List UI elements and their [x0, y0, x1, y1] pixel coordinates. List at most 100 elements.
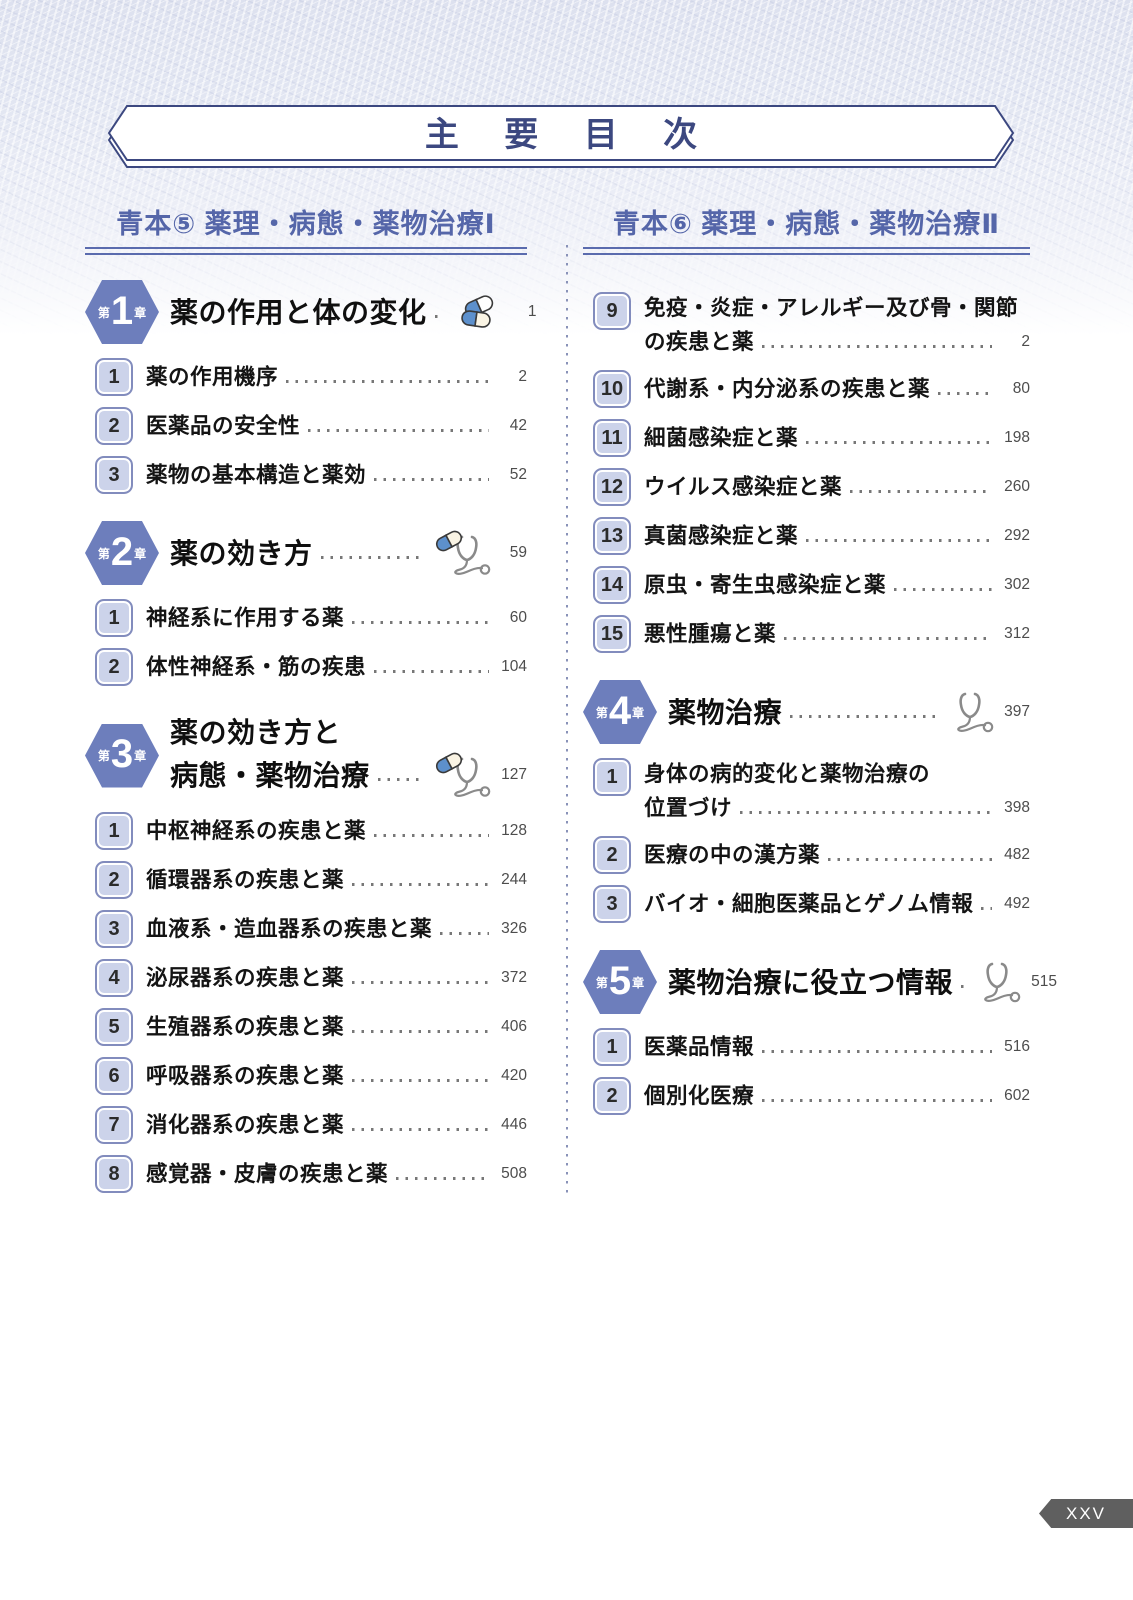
stethoscope-icon [979, 959, 1023, 1005]
item-title-row: 悪性腫瘍と薬 312 [644, 617, 1030, 651]
dot-leader [740, 810, 992, 814]
item-title-row: 医薬品情報 516 [644, 1030, 1030, 1064]
toc-item: 4 泌尿器系の疾患と薬 372 [95, 958, 527, 998]
chapter-heading: 第 3 章薬の効き方と 病態・薬物治療 127 [85, 713, 527, 798]
page-ref: 198 [1004, 429, 1030, 446]
item-body: 代謝系・内分泌系の疾患と薬 80 [644, 372, 1030, 406]
item-body: 感覚器・皮膚の疾患と薬 508 [146, 1157, 527, 1191]
chapter-badge-suffix: 章 [134, 546, 147, 561]
chapter-badge-suffix: 章 [134, 749, 147, 763]
item-title: 血液系・造血器系の疾患と薬 [146, 917, 433, 941]
item-body: 個別化医療 602 [644, 1079, 1030, 1113]
item-number-badge: 2 [95, 648, 133, 686]
item-number: 3 [108, 917, 120, 940]
dot-leader [320, 555, 425, 559]
item-title-row: 泌尿器系の疾患と薬 372 [146, 961, 527, 995]
item-title: 免疫・炎症・アレルギー及び骨・関節 [644, 296, 1019, 320]
item-title-row: 血液系・造血器系の疾患と薬 326 [146, 912, 527, 946]
item-number: 8 [108, 1162, 120, 1185]
chapter-badge-prefix: 第 [595, 975, 608, 990]
toc-item: 11 細菌感染症と薬 198 [593, 418, 1030, 458]
page-ref: 492 [1004, 895, 1030, 912]
item-title-row: 感覚器・皮膚の疾患と薬 508 [146, 1157, 527, 1191]
item-title: 体性神経系・筋の疾患 [146, 655, 367, 679]
chapter-badge-number: 5 [608, 958, 632, 1003]
dot-leader [286, 379, 489, 383]
chapter-heading: 第 1 章薬の作用と体の変化 1 [85, 280, 537, 344]
item-number-badge: 15 [593, 615, 631, 653]
capsule-stethoscope-icon [435, 752, 493, 798]
dot-leader [374, 833, 489, 837]
item-number: 5 [108, 1015, 120, 1038]
toc-item: 3 薬物の基本構造と薬効 52 [95, 455, 527, 495]
item-number-badge: 5 [95, 1008, 133, 1046]
dot-leader [762, 1049, 992, 1053]
page-ref: 260 [1004, 478, 1030, 495]
item-number-badge: 1 [95, 358, 133, 396]
page-ref: 127 [501, 766, 527, 783]
item-number: 2 [108, 655, 120, 678]
toc-item: 1 医薬品情報 516 [593, 1027, 1030, 1067]
page-ref: 59 [509, 544, 527, 561]
page-ref: 406 [501, 1018, 527, 1035]
chapter-title: 薬物治療に役立つ情報 [668, 966, 954, 998]
item-number-badge: 2 [593, 1077, 631, 1115]
page-title: 主 要 目 次 [424, 116, 716, 154]
item-title: 神経系に作用する薬 [146, 606, 345, 630]
chapter-title-row: 薬の作用と体の変化 1 [170, 293, 537, 332]
item-title: 原虫・寄生虫感染症と薬 [644, 573, 887, 597]
dot-leader [352, 882, 489, 886]
toc-item: 12 ウイルス感染症と薬 260 [593, 467, 1030, 507]
column-divider [566, 245, 568, 1197]
chapter-title-row: 薬の効き方と [170, 713, 527, 752]
item-body: 神経系に作用する薬 60 [146, 601, 527, 635]
column-left: 青本⑤ 薬理・病態・薬物治療Ⅰ 第 1 章薬の作用と体の変化 1 1 薬の作用機序 2 2 医薬品… [85, 202, 537, 1203]
item-body: 原虫・寄生虫感染症と薬 302 [644, 568, 1030, 602]
dot-leader [374, 477, 489, 481]
item-number: 10 [600, 377, 624, 400]
item-title-line2: の疾患と薬 [644, 330, 755, 354]
item-title: 呼吸器系の疾患と薬 [146, 1064, 345, 1088]
toc-item: 2 医療の中の漢方薬 482 [593, 835, 1030, 875]
page-ref: 2 [518, 368, 527, 385]
item-body: 悪性腫瘍と薬 312 [644, 617, 1030, 651]
dot-leader [894, 587, 992, 591]
header-double-rule [583, 247, 1030, 255]
item-number-badge: 2 [95, 861, 133, 899]
item-number: 2 [108, 414, 120, 437]
dot-leader [762, 1098, 992, 1102]
item-title-row: 呼吸器系の疾患と薬 420 [146, 1059, 527, 1093]
item-title-row: 循環器系の疾患と薬 244 [146, 863, 527, 897]
toc-item: 3 バイオ・細胞医薬品とゲノム情報 492 [593, 884, 1030, 924]
page-ref: 104 [501, 658, 527, 675]
item-number: 11 [601, 426, 623, 449]
item-title: 医薬品情報 [644, 1035, 755, 1059]
item-title: 感覚器・皮膚の疾患と薬 [146, 1162, 389, 1186]
item-body: ウイルス感染症と薬 260 [644, 470, 1030, 504]
toc-item: 14 原虫・寄生虫感染症と薬 302 [593, 565, 1030, 605]
toc-item: 1 神経系に作用する薬 60 [95, 598, 527, 638]
chapter-badge-suffix: 章 [134, 305, 147, 320]
dot-leader [352, 620, 489, 624]
item-number-badge: 4 [95, 959, 133, 997]
column-header: 青本⑤ 薬理・病態・薬物治療Ⅰ [116, 209, 496, 239]
item-title-row: 免疫・炎症・アレルギー及び骨・関節 [644, 291, 1030, 325]
item-number: 12 [600, 475, 624, 498]
chapter-body: 薬の効き方 59 [170, 530, 527, 576]
chapter-body: 薬物治療に役立つ情報 515 [668, 959, 1057, 1005]
item-title: 悪性腫瘍と薬 [644, 622, 777, 646]
item-body: 細菌感染症と薬 198 [644, 421, 1030, 455]
item-title-row: 真菌感染症と薬 292 [644, 519, 1030, 553]
item-body: 生殖器系の疾患と薬 406 [146, 1010, 527, 1044]
item-body: 身体の病的変化と薬物治療の 位置づけ 398 [644, 757, 1030, 825]
page-ref: 80 [1012, 380, 1030, 397]
item-title: 細菌感染症と薬 [644, 426, 799, 450]
chapter-badge-prefix: 第 [97, 749, 110, 763]
item-title: 生殖器系の疾患と薬 [146, 1015, 345, 1039]
item-body: 泌尿器系の疾患と薬 372 [146, 961, 527, 995]
toc-item: 10 代謝系・内分泌系の疾患と薬 80 [593, 369, 1030, 409]
page-ref: 482 [1004, 846, 1030, 863]
